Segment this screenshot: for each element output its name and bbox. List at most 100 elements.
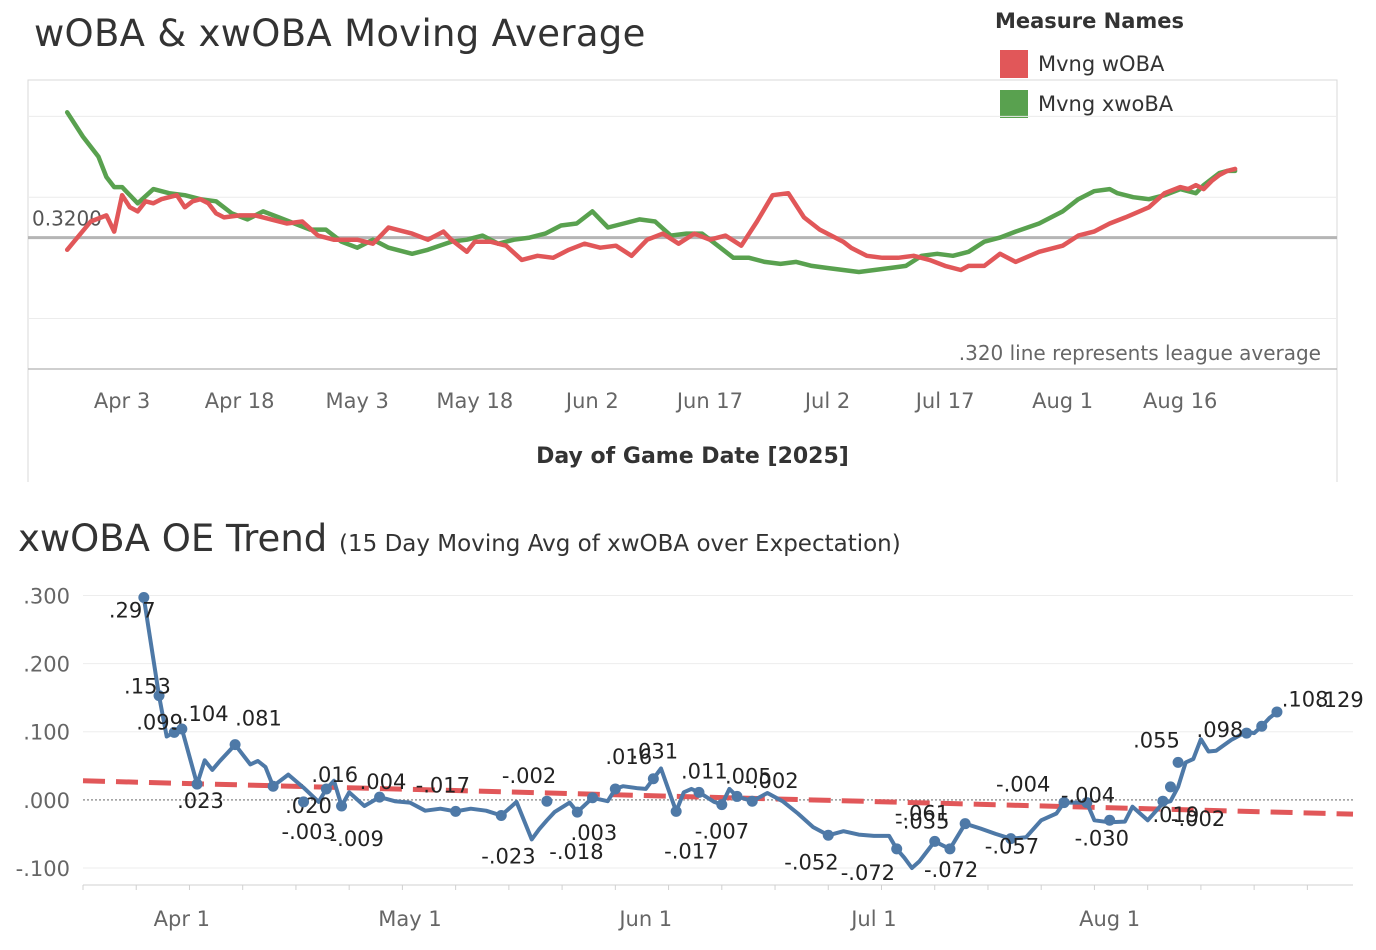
data-label: .016 <box>311 763 358 787</box>
data-label: .297 <box>109 598 156 622</box>
x-tick-label: Jun 2 <box>564 389 619 413</box>
data-point-marker <box>731 790 743 802</box>
series-line-mvng-woba <box>64 166 1238 273</box>
series-line-xwoba-oe <box>141 595 1279 870</box>
data-label: -.057 <box>985 835 1039 859</box>
bottom-chart-subtitle: (15 Day Moving Avg of xwOBA over Expecta… <box>339 531 901 557</box>
data-label: .016 <box>605 745 652 769</box>
data-point-marker <box>571 806 583 818</box>
data-point-marker <box>1157 795 1169 807</box>
data-point-marker <box>1172 756 1184 768</box>
legend-item-mvng-xwoba[interactable]: Mvng xwoBA <box>1000 90 1173 118</box>
data-point-marker <box>191 778 203 790</box>
top-chart-series <box>64 110 1238 275</box>
legend-title: Measure Names <box>995 9 1185 33</box>
legend-swatch-woba <box>1000 50 1028 78</box>
data-label: .055 <box>1133 728 1180 752</box>
data-label: .108 <box>1282 687 1329 711</box>
x-tick-label: Jul 17 <box>914 389 975 413</box>
top-chart-frame <box>27 79 1338 482</box>
data-label: -.035 <box>895 810 949 834</box>
data-label: .098 <box>1197 718 1244 742</box>
top-chart-x-ticks: Apr 3 Apr 18 May 3 May 18 Jun 2 Jun 17 Jul 2 Ju… <box>94 389 1218 413</box>
data-label: -.004 <box>996 773 1050 797</box>
data-point-marker <box>1164 781 1176 793</box>
data-label: .081 <box>235 707 282 731</box>
data-point-marker <box>1104 814 1116 826</box>
bottom-chart-x-axis <box>82 884 1353 890</box>
data-point-marker <box>944 843 956 855</box>
y-tick-label: .200 <box>23 653 70 677</box>
x-tick-label: Aug 16 <box>1143 389 1217 413</box>
data-point-marker <box>229 739 241 751</box>
bottom-chart-y-ticks: .300 .200 .100 .000 -.100 <box>16 584 70 881</box>
x-tick-label: May 3 <box>325 389 388 413</box>
data-label: -.002 <box>744 769 798 793</box>
reference-value-label: 0.3200 <box>32 207 102 231</box>
data-label: .003 <box>571 821 618 845</box>
data-point-marker <box>670 805 682 817</box>
x-tick-label: May 1 <box>378 907 441 931</box>
data-point-marker <box>891 843 903 855</box>
legend-item-mvng-woba[interactable]: Mvng wOBA <box>1000 50 1164 78</box>
data-point-marker <box>959 818 971 830</box>
bottom-chart-title: xwOBA OE Trend (15 Day Moving Avg of xwO… <box>18 517 901 560</box>
data-point-marker <box>138 591 150 603</box>
data-point-marker <box>1058 797 1070 809</box>
data-label: -.030 <box>1075 826 1129 850</box>
data-label: -.072 <box>924 858 978 882</box>
bottom-chart-gridlines <box>83 594 1353 869</box>
x-tick-label: May 18 <box>436 389 513 413</box>
data-point-marker <box>336 800 348 812</box>
data-label: .023 <box>177 789 224 813</box>
data-label: -.017 <box>664 839 718 863</box>
data-point-marker <box>716 799 728 811</box>
data-label: .020 <box>285 794 332 818</box>
top-chart-title: wOBA & xwOBA Moving Average <box>34 12 646 55</box>
data-label: .153 <box>124 675 171 699</box>
x-tick-label: Jun 17 <box>675 389 743 413</box>
league-average-note: .320 line represents league average <box>959 341 1321 365</box>
y-tick-label: .100 <box>23 721 70 745</box>
x-tick-label: Apr 18 <box>205 389 275 413</box>
data-label: .129 <box>1317 688 1364 712</box>
x-tick-label: Jul 1 <box>849 907 896 931</box>
x-tick-label: Jun 1 <box>617 907 672 931</box>
x-tick-label: Apr 3 <box>94 389 150 413</box>
legend-label-woba: Mvng wOBA <box>1038 52 1165 76</box>
data-point-marker <box>267 780 279 792</box>
bottom-chart-data-labels: .297 .153 .099.104 .023 .020 .081 .016 -.003 .00… <box>109 591 1364 885</box>
x-tick-label: Jul 2 <box>803 389 850 413</box>
data-point-marker <box>1081 797 1093 809</box>
data-label: -.003 <box>282 820 336 844</box>
x-tick-label: Aug 1 <box>1032 389 1093 413</box>
top-chart-gridlines <box>28 115 1337 319</box>
data-point-marker <box>1241 727 1253 739</box>
data-point-marker <box>1256 720 1268 732</box>
data-point-marker <box>168 726 180 738</box>
top-chart-plot-border <box>27 79 1338 370</box>
bottom-chart-x-ticks: Apr 1 May 1 Jun 1 Jul 1 Aug 1 <box>154 907 1140 931</box>
data-label: .019 <box>1152 803 1199 827</box>
data-point-marker <box>320 783 332 795</box>
x-axis-title: Day of Game Date [2025] <box>536 444 849 469</box>
data-label: -.002 <box>1171 807 1225 831</box>
data-point-marker <box>647 773 659 785</box>
top-chart: 0.3200 .320 line represents league avera… <box>27 79 1338 482</box>
data-point-marker <box>822 829 834 841</box>
data-label: -.052 <box>784 850 838 874</box>
data-label: -.009 <box>330 827 384 851</box>
data-label: .005 <box>725 764 772 788</box>
data-point-marker <box>587 792 599 804</box>
data-label: -.018 <box>549 840 603 864</box>
data-label: .099 <box>136 710 183 734</box>
data-point-marker <box>298 796 310 808</box>
data-point-marker <box>153 690 165 702</box>
data-point-marker <box>1271 706 1283 718</box>
x-tick-label: Apr 1 <box>154 907 210 931</box>
data-point-marker <box>495 810 507 822</box>
data-point-marker <box>1005 833 1017 845</box>
data-point-marker <box>746 795 758 807</box>
data-point-marker <box>374 791 386 803</box>
data-point-marker <box>693 786 705 798</box>
